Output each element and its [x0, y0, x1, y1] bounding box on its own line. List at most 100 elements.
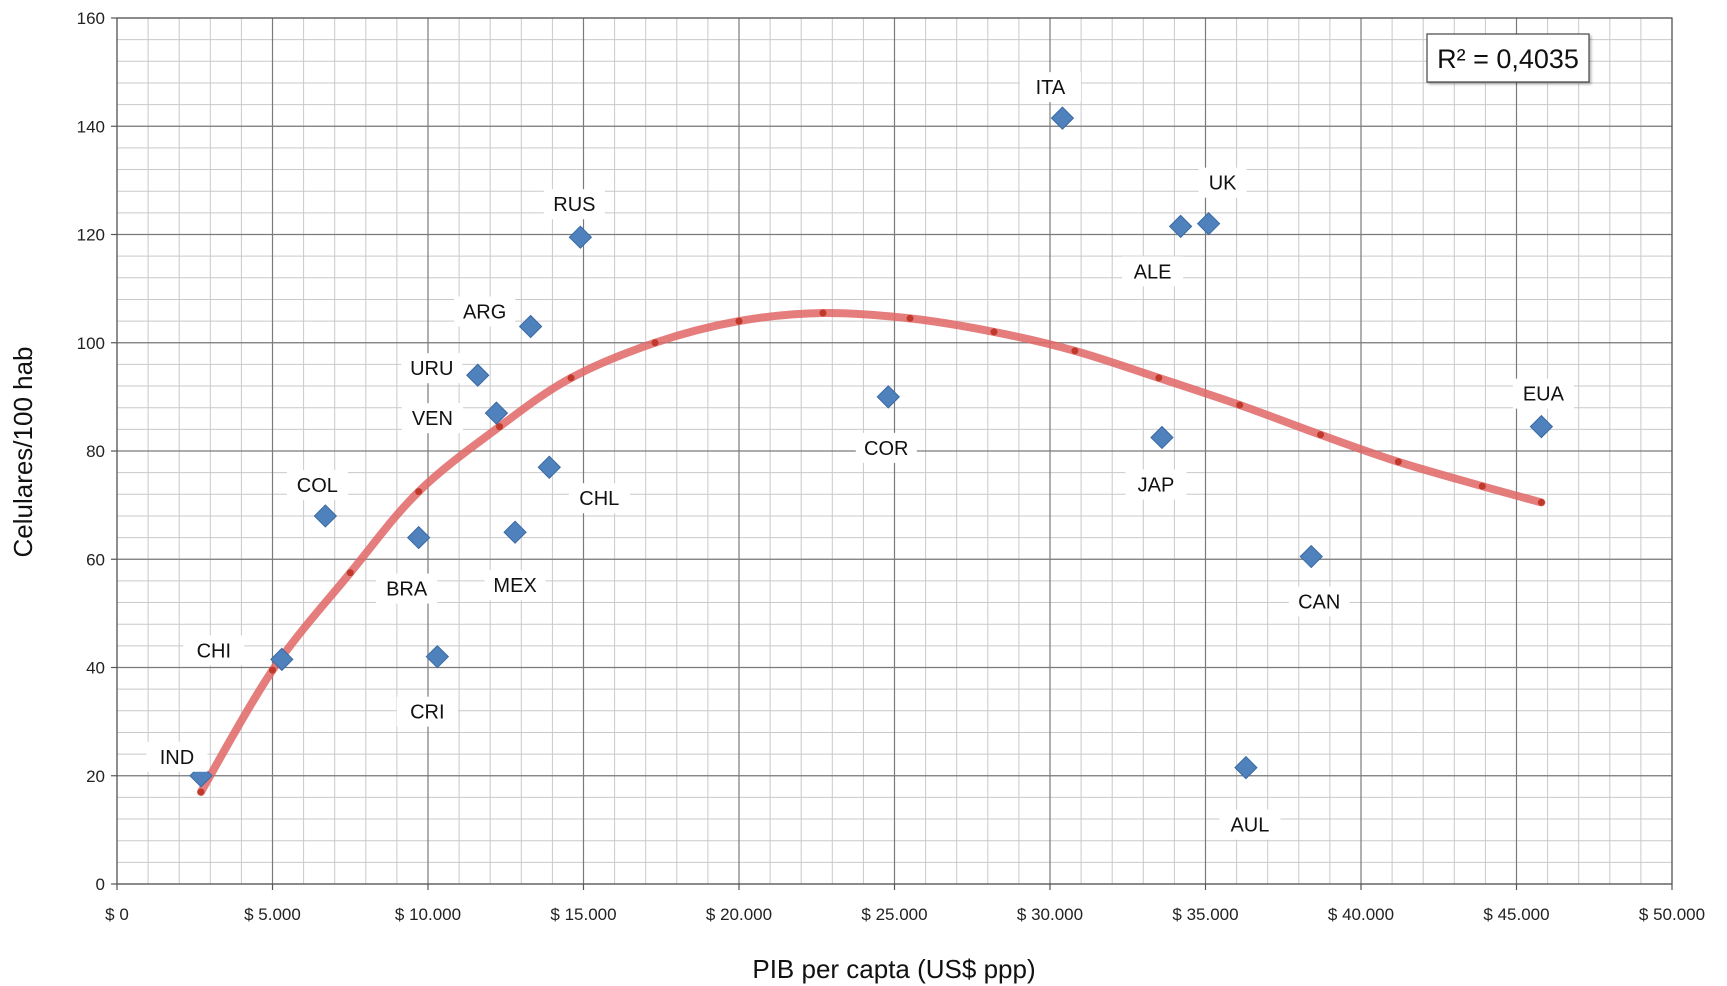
data-point-uk — [1196, 211, 1221, 236]
point-label-bg-ale — [1122, 256, 1184, 287]
y-tick-label: 40 — [86, 659, 105, 678]
point-label-ind: IND — [160, 747, 194, 769]
point-label-chl: CHL — [579, 488, 619, 510]
trendline-point — [1317, 431, 1325, 439]
point-label-bg-ind — [146, 741, 208, 772]
y-tick-label: 100 — [77, 334, 105, 353]
point-label-bg-rus — [543, 189, 605, 220]
point-label-bra: BRA — [386, 579, 428, 601]
trendline-point — [990, 328, 998, 336]
point-label-bg-cri — [396, 696, 458, 727]
trendline-point — [1155, 374, 1163, 382]
data-point-ale — [1168, 214, 1193, 239]
trendline-point — [1537, 498, 1545, 506]
x-tick-label: $ 5.000 — [244, 905, 301, 924]
trendline-point — [1394, 458, 1402, 466]
data-point-can — [1299, 544, 1323, 569]
data-point-ven — [484, 401, 509, 425]
point-label-bg-col — [286, 469, 348, 500]
point-label-bg-uk — [1198, 167, 1247, 198]
x-tick-label: $ 40.000 — [1328, 905, 1394, 924]
trendline — [196, 308, 1546, 796]
point-label-col: COL — [297, 475, 338, 497]
trendline-point — [819, 309, 827, 317]
trendline-point — [906, 314, 914, 322]
data-point-chi — [270, 647, 294, 672]
point-label-bg-ven — [401, 403, 463, 434]
trendline-point — [1071, 347, 1079, 355]
y-tick-label: 80 — [86, 442, 105, 461]
point-label-rus: RUS — [553, 194, 595, 216]
data-point-ita — [1050, 106, 1075, 130]
x-tick-label: $ 50.000 — [1639, 905, 1705, 924]
data-point-jap — [1150, 425, 1174, 450]
point-label-bg-uru — [401, 353, 463, 384]
y-axis-title: Celulares/100 hab — [8, 346, 38, 557]
point-label-bg-aul — [1219, 809, 1281, 840]
point-label-arg: ARG — [463, 302, 506, 324]
point-label-bg-jap — [1125, 469, 1187, 500]
r-squared-frame — [1426, 33, 1590, 83]
trendline-point — [496, 423, 504, 431]
point-label-ven: VEN — [412, 408, 453, 430]
y-tick-label: 140 — [77, 117, 105, 136]
point-label-ale: ALE — [1134, 261, 1172, 283]
point-label-bg-chi — [183, 635, 245, 666]
r-squared-label: R² = 0,4035 — [1437, 44, 1579, 74]
point-label-bg-bra — [376, 573, 438, 604]
trendline-point — [1478, 482, 1486, 490]
point-label-aul: AUL — [1230, 815, 1269, 837]
data-point-col — [313, 504, 338, 528]
x-tick-label: $ 20.000 — [706, 905, 772, 924]
data-point-rus — [568, 225, 593, 249]
point-label-bg-arg — [454, 296, 516, 327]
point-labels: IND CHI COL BRA CRI URU VEN MEX ARG CHL RUS COR ITA J… — [146, 72, 1574, 840]
y-axis-ticks: 0 20 40 60 80 100 120 140 160 — [77, 9, 117, 894]
x-tick-label: $ 0 — [105, 905, 129, 924]
point-label-uk: UK — [1209, 173, 1237, 195]
y-tick-label: 160 — [77, 9, 105, 28]
y-tick-label: 20 — [86, 767, 105, 786]
point-label-can: CAN — [1298, 592, 1340, 614]
point-label-ita: ITA — [1036, 77, 1066, 99]
data-point-bra — [406, 525, 431, 550]
point-label-cri: CRI — [410, 702, 444, 724]
point-label-bg-chl — [568, 483, 630, 514]
trendline-point — [1236, 401, 1244, 409]
data-point-chl — [537, 455, 561, 479]
point-label-eua: EUA — [1523, 384, 1565, 406]
x-tick-label: $ 15.000 — [550, 905, 616, 924]
data-point-aul — [1234, 755, 1258, 780]
x-tick-label: $ 35.000 — [1172, 905, 1238, 924]
r-squared-box: R² = 0,4035 — [1426, 33, 1590, 83]
data-point-arg — [518, 314, 543, 339]
point-label-uru: URU — [410, 358, 453, 380]
trendline-point — [415, 488, 423, 496]
point-label-bg-cor — [855, 432, 917, 463]
y-tick-label: 120 — [77, 226, 105, 245]
x-tick-label: $ 25.000 — [861, 905, 927, 924]
trendline-point — [197, 788, 205, 796]
point-label-mex: MEX — [493, 575, 536, 597]
point-label-chi: CHI — [197, 640, 231, 662]
point-label-bg-mex — [484, 570, 546, 601]
data-point-uru — [466, 363, 490, 387]
point-label-cor: COR — [864, 438, 908, 460]
trendline-point — [567, 374, 575, 382]
trendline-point — [269, 666, 276, 674]
data-point-cor — [876, 385, 900, 409]
data-point-mex — [503, 520, 527, 544]
x-axis-ticks: $ 0 $ 5.000 $ 10.000 $ 15.000 $ 20.000 $ 25.0… — [105, 884, 1705, 924]
y-tick-label: 0 — [96, 875, 105, 894]
x-tick-label: $ 10.000 — [395, 905, 461, 924]
x-tick-label: $ 30.000 — [1017, 905, 1083, 924]
data-point-cri — [425, 644, 450, 669]
point-label-bg-ita — [1019, 72, 1081, 103]
x-axis-title: PIB per capta (US$ ppp) — [752, 954, 1035, 984]
y-tick-label: 60 — [86, 550, 105, 569]
trendline-point — [651, 339, 659, 347]
point-label-jap: JAP — [1138, 474, 1175, 496]
trendline-point — [735, 317, 743, 325]
trendline-point — [346, 569, 354, 577]
